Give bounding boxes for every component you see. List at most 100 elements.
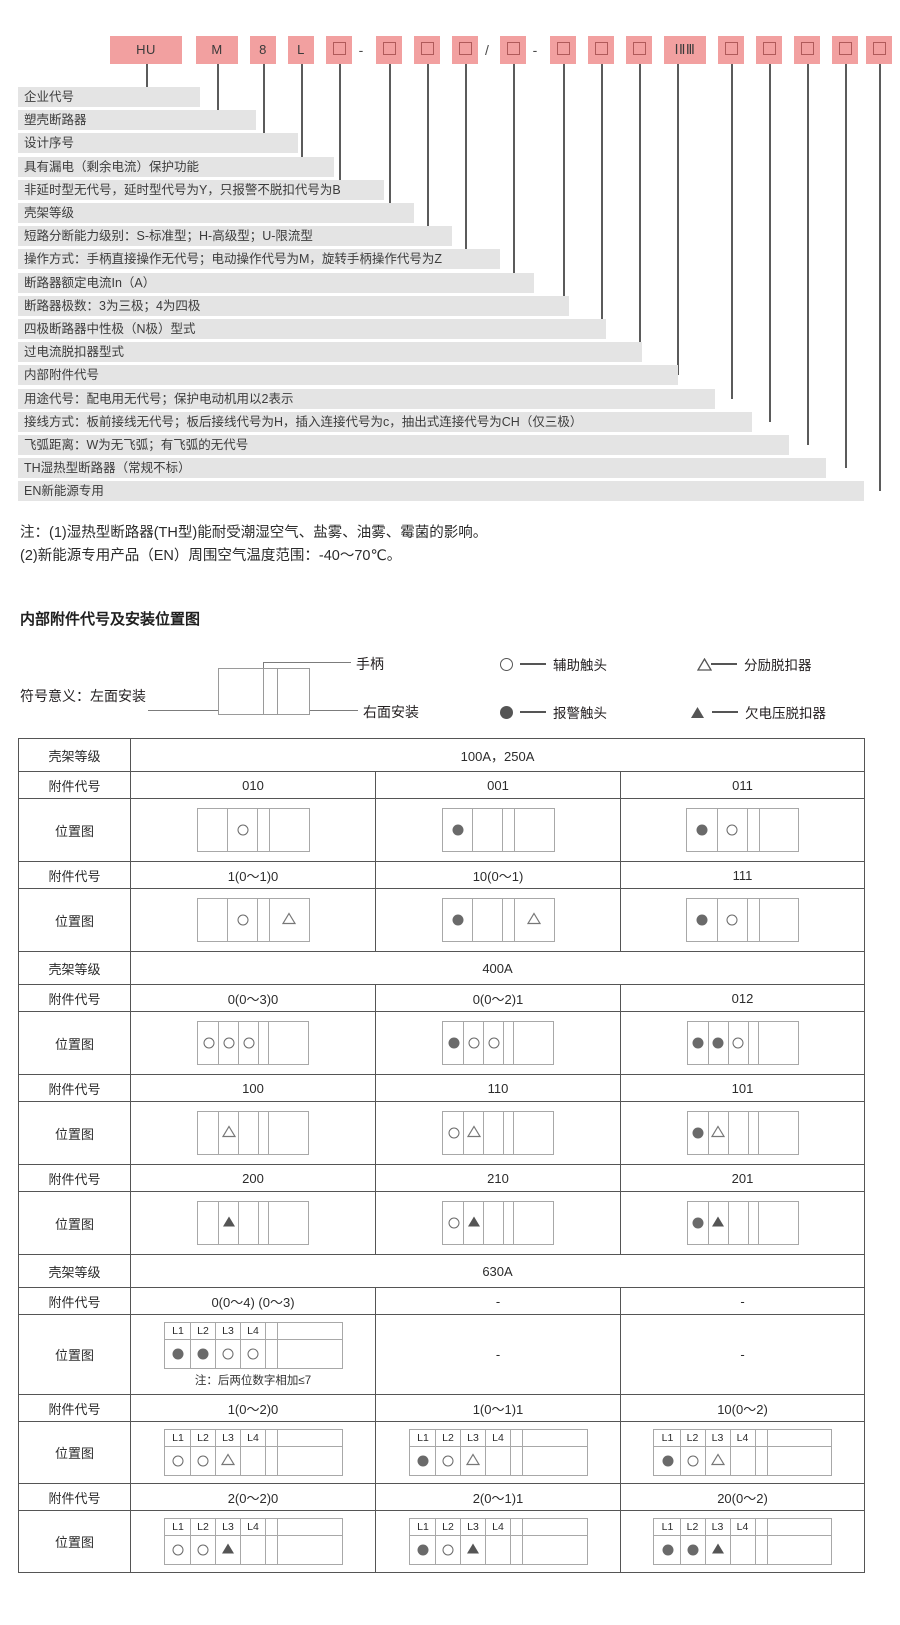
- diagram-slot-3: [270, 899, 308, 941]
- page-title: 内部附件代号及安装位置图: [20, 611, 201, 628]
- position-diagram: [442, 1021, 554, 1065]
- circle-open-icon: [468, 1037, 479, 1049]
- diagram-slot-2: [729, 1202, 749, 1244]
- diagram-slot-0: [688, 899, 718, 941]
- description-bar-17: EN新能源专用: [18, 481, 864, 502]
- diagram-wrapper: L1 L2 L3 L4: [408, 1518, 588, 1565]
- position-diagram-cell: -: [619, 1314, 866, 1395]
- diagram-slot-3: [241, 1447, 266, 1475]
- row-label-position-diagram: 位置图: [18, 798, 131, 862]
- position-diagram: [686, 1111, 799, 1155]
- diagram-slot-2: [706, 1536, 731, 1564]
- diagram-slot-3: [731, 1536, 756, 1564]
- position-diagram-cell: [619, 1101, 866, 1165]
- triangle-filled-icon: [711, 1543, 725, 1558]
- code-segment-9: [550, 36, 576, 64]
- accessory-code-value: 2(0～1)1: [375, 1483, 621, 1511]
- triangle-filled-icon: [222, 1216, 236, 1231]
- diagram-slot-3: [486, 1447, 511, 1475]
- leader-line-3: [301, 64, 303, 167]
- description-bar-10: 四极断路器中性极（N极）型式: [18, 319, 606, 339]
- position-diagram-cell: [375, 1191, 621, 1255]
- diagram-slot-1: [709, 1022, 729, 1064]
- row-label-accessory-code: 附件代号: [18, 1074, 131, 1102]
- description-bar-6: 短路分断能力级别：S-标准型；H-高级型；U-限流型: [18, 226, 452, 247]
- circle-open-icon: [203, 1037, 214, 1049]
- legend-label: 欠电压脱扣器: [745, 706, 826, 721]
- position-diagram-cell: [619, 1011, 866, 1075]
- position-diagram-cell: L1 L2 L3 L4: [130, 1421, 376, 1484]
- diagram-slot-1: [219, 1202, 239, 1244]
- diagram-slot-0: [166, 1447, 191, 1475]
- table-row: 附件代号 1(0～1)0 10(0～1) 111: [18, 861, 866, 889]
- lane-blank-5: [768, 1519, 830, 1535]
- description-bar-13: 用途代号：配电用无代号；保护电动机用以2表示: [18, 388, 715, 409]
- description-bar-5: 壳架等级: [18, 203, 414, 223]
- accessory-code-value: 001: [375, 771, 621, 799]
- table-row: 附件代号 200 210 201: [18, 1164, 866, 1192]
- diagram-slot-5: [768, 1536, 830, 1564]
- diagram-slot-1: [436, 1447, 461, 1475]
- circle-open-icon: [243, 1037, 254, 1049]
- circle-open-icon: [237, 914, 248, 926]
- legend-label: 分励脱扣器: [744, 658, 812, 673]
- diagram-wrapper: L1 L2 L3 L4: [653, 1518, 832, 1565]
- table-row: 附件代号 2(0～2)0 2(0～1)1 20(0～2): [18, 1483, 866, 1511]
- diagram-slot-1: [228, 809, 258, 851]
- diagram-slot-1: [473, 899, 503, 941]
- accessory-code-value: 0(0～4) (0～3): [130, 1287, 376, 1315]
- position-diagram-labeled: L1 L2 L3 L4: [163, 1518, 343, 1565]
- diagram-slot-2: [729, 1112, 749, 1154]
- diagram-slot-3: [504, 1112, 514, 1154]
- row-label-accessory-code: 附件代号: [18, 1394, 131, 1422]
- lane-blank-5: [278, 1430, 340, 1446]
- diagram-slot-0: [411, 1536, 436, 1564]
- code-segment-12: ⅠⅡⅢ: [664, 36, 706, 64]
- handle-label: 手柄: [356, 656, 384, 672]
- position-diagram-labeled: L1 L2 L3 L4: [163, 1321, 343, 1369]
- diagram-slot-0: [411, 1447, 436, 1475]
- accessory-code-value: 010: [130, 771, 376, 799]
- notes-block: 注：(1)湿热型断路器(TH型)能耐受潮湿空气、盐雾、油雾、霉菌的影响。 (2)…: [20, 522, 700, 568]
- diagram-slot-0: [656, 1536, 681, 1564]
- diagram-slot-5: [278, 1447, 340, 1475]
- circle-filled-icon: [687, 1544, 698, 1556]
- accessory-code-value: 2(0～2)0: [130, 1483, 376, 1511]
- diagram-slot-1: [709, 1202, 729, 1244]
- diagram-slot-2: [258, 809, 270, 851]
- accessory-code-value: 20(0～2): [619, 1483, 866, 1511]
- circle-open-icon: [732, 1037, 744, 1049]
- description-bar-11: 过电流脱扣器型式: [18, 342, 642, 363]
- diagram-slot-3: [760, 899, 798, 941]
- diagram-slot-3: [241, 1339, 266, 1368]
- position-diagram: [197, 1021, 309, 1065]
- lane-label-L3: L3: [216, 1519, 241, 1535]
- lane-blank-4: [266, 1322, 278, 1339]
- legend-dash: [711, 663, 737, 665]
- diagram-slot-1: [473, 809, 503, 851]
- code-separator-1: /: [485, 42, 489, 58]
- accessory-code-value: 110: [375, 1074, 621, 1102]
- lane-label-L3: L3: [216, 1430, 241, 1446]
- diagram-slot-3: [486, 1536, 511, 1564]
- diagram-slot-3: [504, 1202, 514, 1244]
- diagram-wrapper: L1 L2 L3 L4: [408, 1429, 588, 1476]
- leader-line-9: [563, 64, 565, 306]
- table-row: 位置图 L1 L2 L3 L4 L1 L2 L3 L4 L1 L2 L3 L4: [18, 1510, 866, 1573]
- diagram-wrapper: [441, 808, 555, 852]
- lane-label-L1: L1: [166, 1430, 191, 1446]
- symbol-legend-area: 符号意义：左面安装 手柄 右面安装 辅助触头 分励脱扣器 报警触头 欠电压脱扣器: [0, 640, 900, 735]
- diagram-slot-3: [749, 1202, 759, 1244]
- diagram-slot-3: [760, 809, 798, 851]
- triangle-open-icon: [281, 912, 297, 928]
- diagram-slot-3: [259, 1112, 269, 1154]
- leader-line-0: [146, 64, 148, 97]
- row-label-position-diagram: 位置图: [18, 1314, 131, 1395]
- symbol-meaning-label: 符号意义：左面安装: [20, 688, 146, 704]
- position-diagram-cell: [130, 888, 376, 952]
- diagram-slot-0: [688, 809, 718, 851]
- position-diagram-cell: [130, 1011, 376, 1075]
- circle-filled-icon: [712, 1037, 724, 1049]
- diagram-slot-2: [461, 1536, 486, 1564]
- diagram-slot-0: [444, 1112, 464, 1154]
